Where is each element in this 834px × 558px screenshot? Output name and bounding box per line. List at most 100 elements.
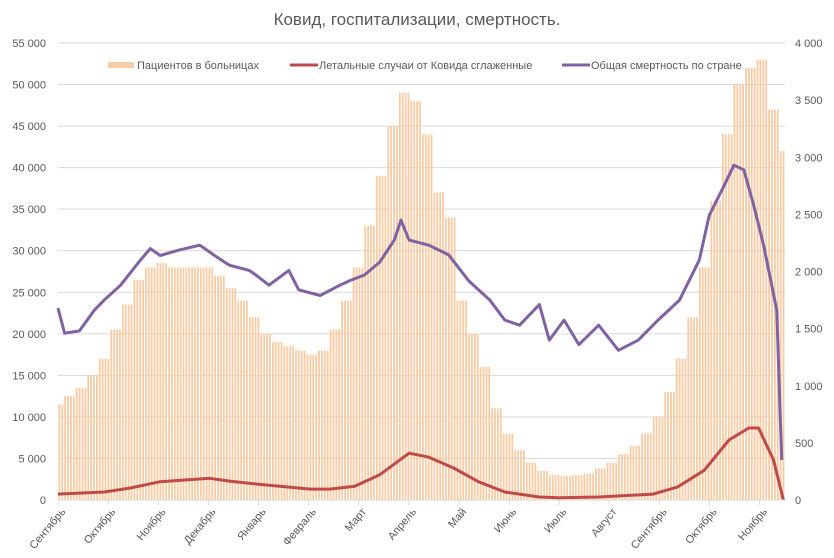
- hospital-bar: [344, 300, 346, 500]
- legend-swatch-hospital: [108, 62, 134, 68]
- hospital-bar: [508, 433, 511, 500]
- hospital-bar: [335, 329, 338, 500]
- hospital-bar: [98, 358, 101, 500]
- month-label: Июль: [542, 506, 569, 535]
- hospital-bar: [64, 396, 67, 500]
- hospital-bar: [142, 279, 144, 500]
- hospital-bar: [739, 84, 742, 500]
- hospital-bar: [156, 263, 159, 500]
- left-tick-label: 15 000: [12, 370, 46, 382]
- hospital-bar: [101, 358, 104, 500]
- hospital-bar: [459, 300, 462, 500]
- right-tick-label: 1 000: [795, 381, 823, 393]
- month-label: Ноябрь: [736, 506, 770, 543]
- hospital-bar: [274, 342, 277, 500]
- hospital-bar: [693, 317, 695, 500]
- hospital-bar: [551, 475, 554, 500]
- hospital-bar: [263, 333, 266, 500]
- left-tick-label: 40 000: [12, 163, 46, 175]
- hospital-bar: [194, 267, 196, 500]
- hospital-bar: [87, 375, 90, 500]
- hospital-bar: [96, 375, 98, 500]
- hospital-bar: [248, 317, 251, 500]
- hospital-bar: [722, 134, 724, 500]
- hospital-bar: [635, 445, 638, 500]
- hospital-bar: [309, 354, 312, 500]
- hospital-bar: [776, 109, 779, 501]
- hospital-bar: [531, 462, 534, 500]
- hospital-bar: [615, 462, 618, 500]
- hospital-bar: [563, 475, 566, 500]
- hospital-bar: [81, 387, 84, 500]
- hospital-bar: [606, 462, 609, 500]
- hospital-bar: [329, 329, 332, 500]
- hospital-bar: [188, 267, 191, 500]
- hospital-bar: [427, 134, 430, 500]
- hospital-bar: [410, 101, 413, 500]
- hospital-bar: [75, 387, 78, 500]
- left-tick-label: 30 000: [12, 246, 46, 258]
- hospital-bar: [476, 333, 479, 500]
- hospital-bar: [753, 67, 756, 500]
- month-label: Декабрь: [182, 506, 219, 547]
- hospital-bar: [168, 267, 170, 500]
- left-tick-label: 35 000: [12, 204, 46, 216]
- hospital-bar: [280, 342, 283, 500]
- hospital-bar: [497, 408, 499, 500]
- hospital-bar: [595, 468, 597, 500]
- hospital-bar: [199, 267, 202, 500]
- month-label: Ноябрь: [135, 506, 169, 543]
- hospital-bar: [367, 225, 369, 501]
- hospital-bar: [269, 333, 271, 500]
- hospital-bar: [390, 126, 393, 500]
- hospital-bar: [321, 350, 323, 500]
- covid-deaths-line: [57, 426, 785, 501]
- hospital-bar: [727, 134, 730, 500]
- hospital-bar: [612, 462, 615, 500]
- hospital-bar: [436, 192, 439, 500]
- hospital-bar: [159, 263, 162, 500]
- left-tick-label: 25 000: [12, 287, 46, 299]
- hospital-bar: [537, 470, 540, 500]
- hospital-bar: [286, 346, 289, 500]
- hospital-bar: [271, 342, 274, 500]
- hospital-bar: [696, 317, 698, 500]
- hospital-bar: [491, 408, 494, 500]
- hospital-bar: [756, 59, 759, 500]
- hospital-bar: [724, 134, 727, 500]
- hospital-bar: [623, 454, 626, 500]
- hospital-bar: [698, 267, 701, 500]
- hospital-bar: [208, 267, 211, 500]
- hospital-bar: [661, 416, 664, 500]
- hospital-bar: [70, 396, 72, 500]
- hospital-bar: [713, 200, 716, 500]
- hospital-bar: [468, 333, 470, 500]
- hospital-bar: [736, 84, 739, 500]
- hospital-bar: [520, 450, 522, 500]
- hospital-bar: [528, 462, 531, 500]
- chart-title: Ковид, госпитализации, смертность.: [274, 10, 561, 29]
- right-tick-label: 0: [795, 495, 801, 507]
- hospital-bar: [214, 275, 217, 500]
- hospital-bar: [182, 267, 185, 500]
- hospital-bar: [600, 468, 603, 500]
- hospital-bar: [243, 300, 245, 500]
- hospital-bar: [672, 391, 675, 500]
- hospital-bar: [589, 473, 592, 500]
- hospital-bar: [707, 267, 710, 500]
- hospital-bar: [104, 358, 107, 500]
- hospital-bar: [670, 391, 672, 500]
- month-label: Июнь: [492, 506, 519, 535]
- hospital-bar: [759, 59, 762, 500]
- hospital-bar: [237, 300, 240, 500]
- hospital-bar: [67, 396, 69, 500]
- hospital-bar: [574, 475, 577, 500]
- hospital-bar: [710, 200, 713, 500]
- hospital-bar: [381, 175, 384, 501]
- hospital-bar: [716, 200, 719, 500]
- hospital-bar: [145, 267, 147, 500]
- hospital-bar: [58, 404, 61, 500]
- left-tick-label: 20 000: [12, 329, 46, 341]
- hospital-bar: [424, 134, 427, 500]
- hospital-bar: [61, 404, 64, 500]
